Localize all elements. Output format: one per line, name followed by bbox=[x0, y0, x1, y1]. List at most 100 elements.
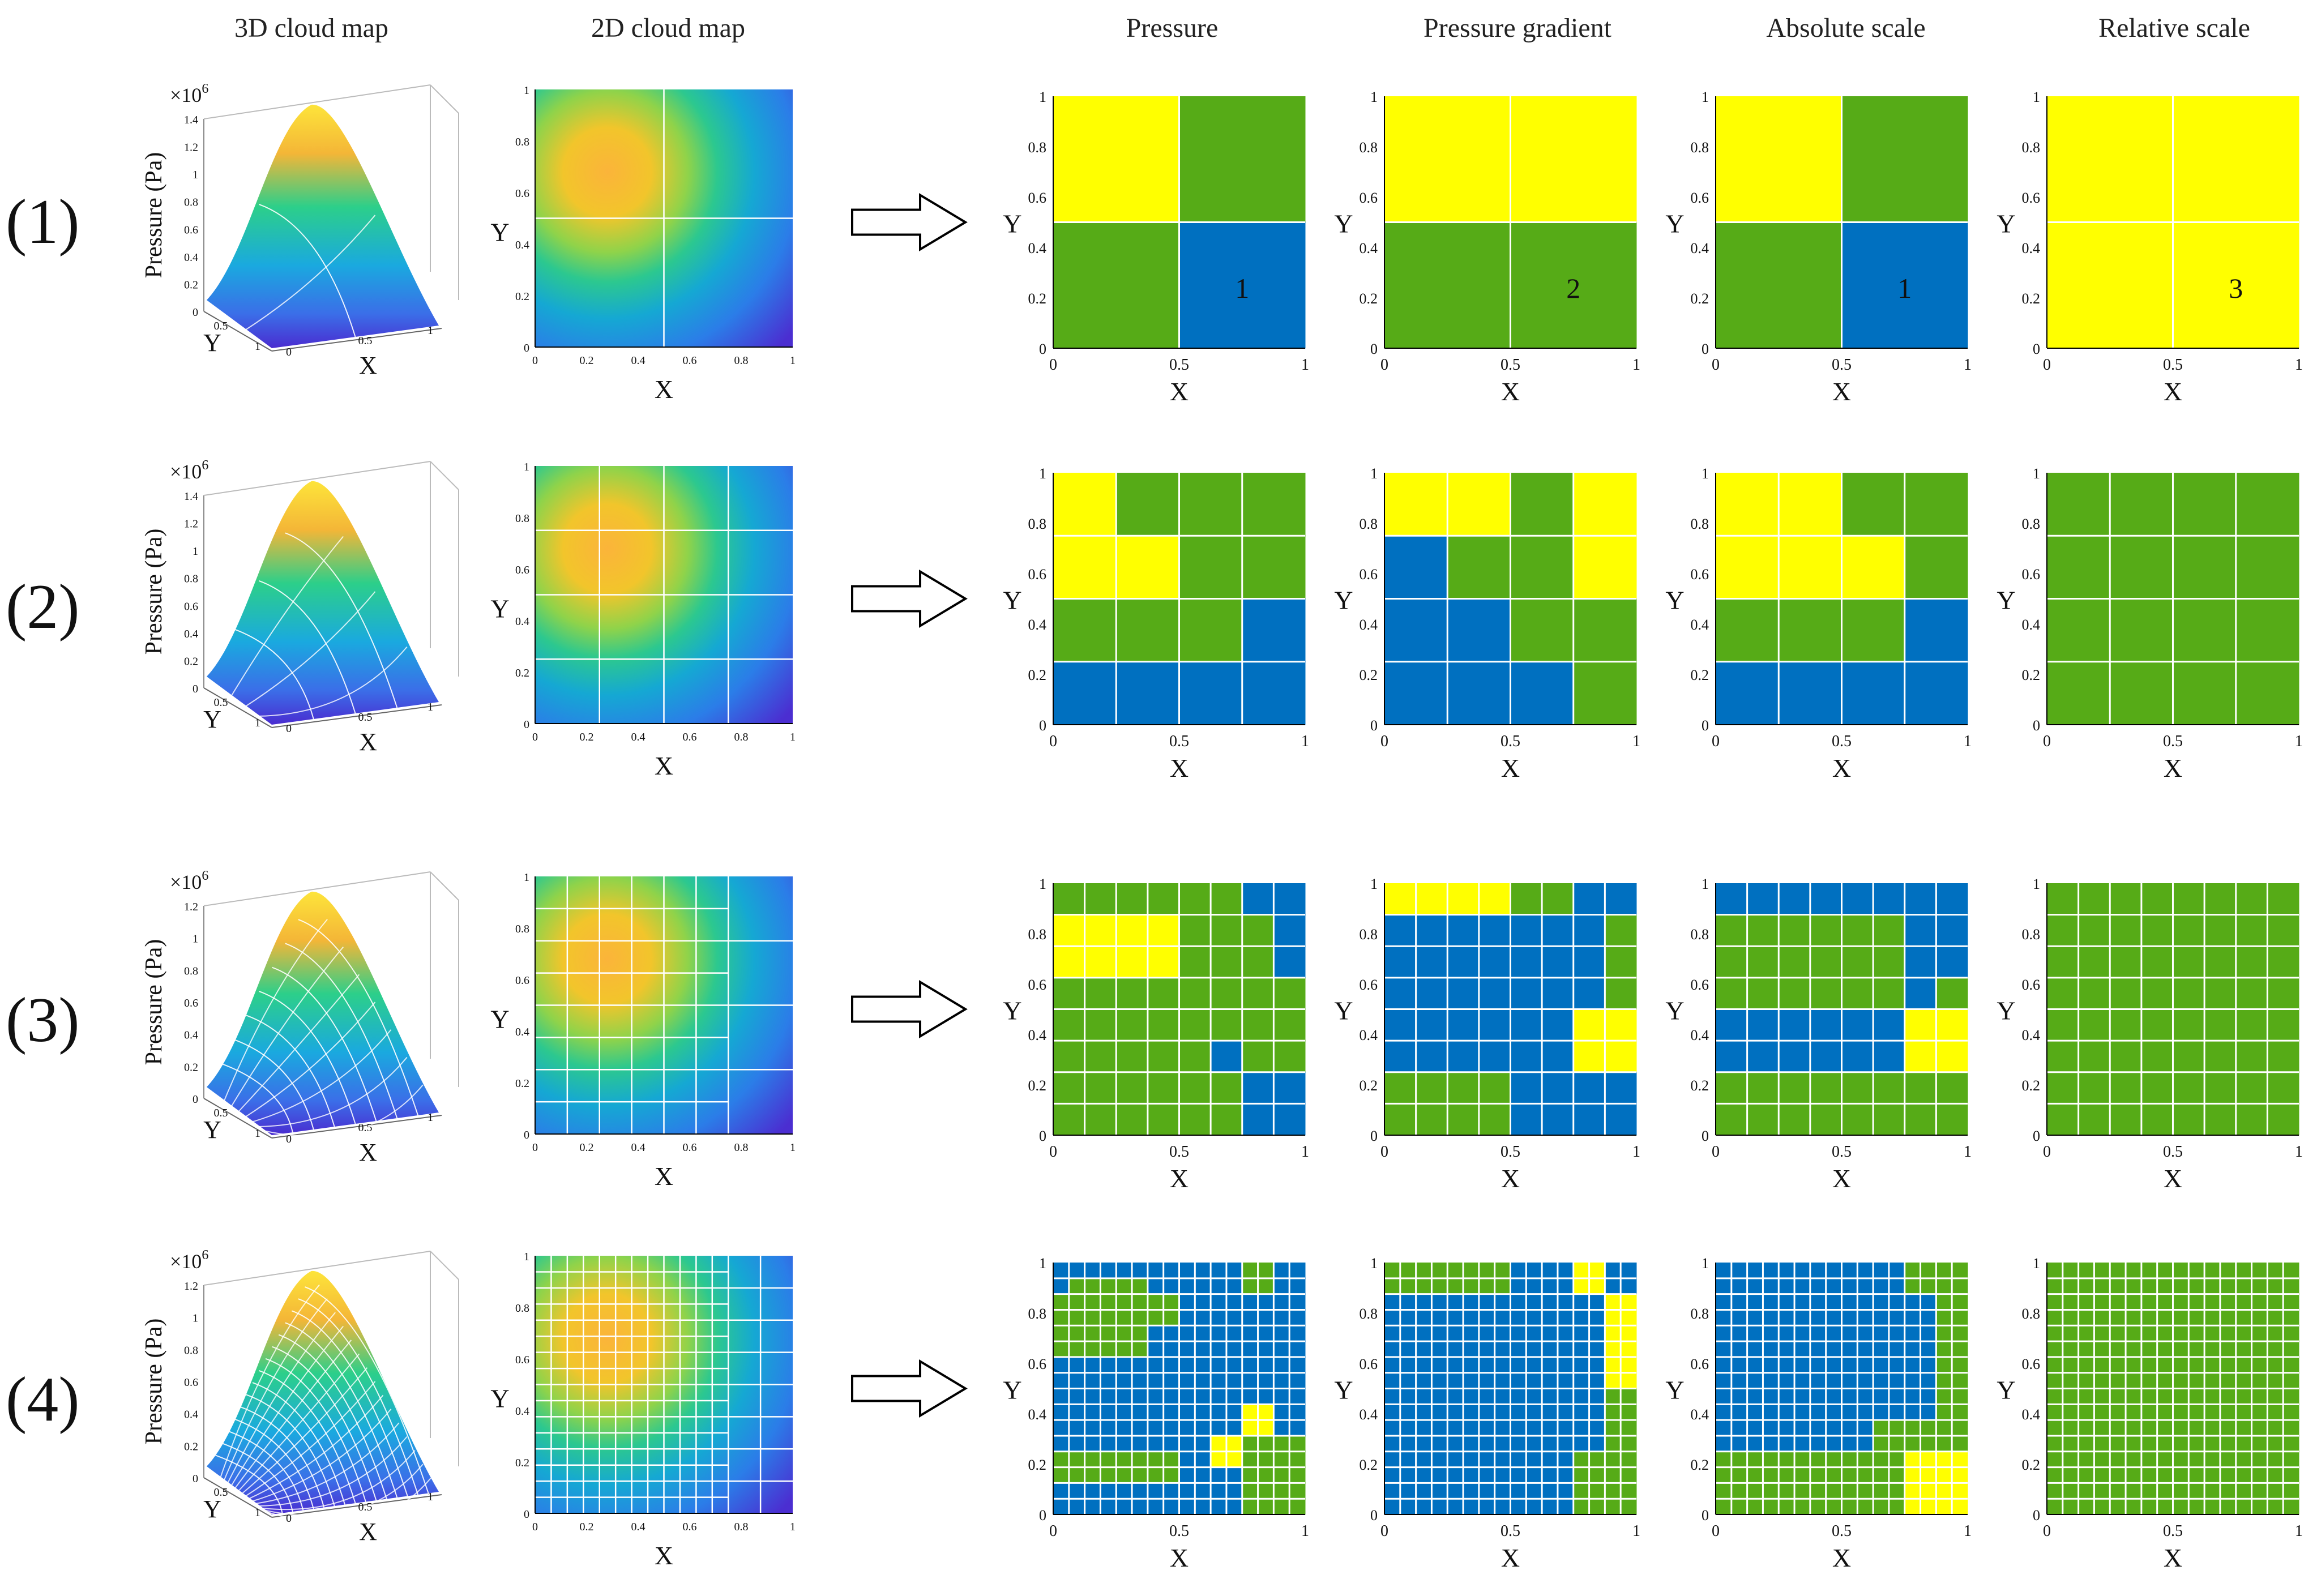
grid-cell bbox=[1605, 1420, 1621, 1436]
y-axis-label: Y bbox=[1665, 209, 1684, 238]
grid-cell bbox=[2173, 1263, 2189, 1279]
grid-cell bbox=[1400, 1310, 1417, 1326]
grid-cell bbox=[2188, 1294, 2205, 1310]
grid-cell bbox=[1463, 1357, 1480, 1373]
row-label-1: (1) bbox=[6, 187, 80, 257]
grid-cell bbox=[1084, 1041, 1117, 1073]
grid-cell bbox=[2078, 1263, 2094, 1279]
grid-cell bbox=[1242, 1435, 1259, 1452]
grid-cell bbox=[1289, 1483, 1306, 1499]
grid-cell bbox=[1447, 1388, 1464, 1405]
grid-cell bbox=[1510, 1325, 1527, 1342]
grid-cell bbox=[2267, 1388, 2284, 1405]
grid-cell bbox=[1542, 1263, 1558, 1279]
grid-cell bbox=[1147, 1103, 1179, 1136]
grid-cell bbox=[2094, 1483, 2110, 1499]
grid-cell bbox=[1100, 1310, 1117, 1326]
grid-cell bbox=[1731, 1483, 1748, 1499]
grid-cell bbox=[1763, 1294, 1779, 1310]
y-tick-label: 0 bbox=[1039, 1507, 1046, 1524]
grid-cell bbox=[1273, 1451, 1290, 1468]
grid-cell bbox=[2047, 536, 2110, 599]
grid-cell bbox=[1920, 1388, 1936, 1405]
grid-cell bbox=[1384, 883, 1417, 915]
grid-cell bbox=[2283, 1372, 2299, 1389]
scale-exponent: 6 bbox=[202, 1248, 208, 1263]
grid-cell bbox=[1273, 883, 1306, 915]
grid-cell bbox=[1573, 1263, 1590, 1279]
grid-cell bbox=[2126, 1310, 2142, 1326]
surface-mesh-line bbox=[218, 1284, 320, 1483]
grid-cell bbox=[1526, 1404, 1542, 1420]
grid-cell bbox=[1147, 1041, 1179, 1073]
grid-cell bbox=[1936, 1294, 1952, 1310]
grid-cell bbox=[1794, 1357, 1811, 1373]
grid-cell bbox=[2235, 1420, 2252, 1436]
grid-cell bbox=[1621, 1404, 1637, 1420]
x-tick-label: 1 bbox=[1964, 356, 1972, 374]
grid-cell bbox=[1952, 1404, 1968, 1420]
grid-cell bbox=[1179, 222, 1306, 349]
grid-cell bbox=[1289, 1451, 1306, 1468]
grid-cell bbox=[1510, 977, 1542, 1009]
grid-cell bbox=[1779, 1451, 1795, 1468]
grid-cell bbox=[1147, 1483, 1164, 1499]
grid-cell bbox=[1888, 1310, 1905, 1326]
grid-cell bbox=[1763, 1372, 1779, 1389]
grid-cell bbox=[1116, 1103, 1148, 1136]
grid-cell bbox=[1116, 536, 1179, 599]
y-tick-label: 0.2 bbox=[515, 290, 529, 303]
grid-cell bbox=[1494, 1451, 1511, 1468]
grid-cell bbox=[2141, 1435, 2158, 1452]
surface-mesh-line bbox=[298, 919, 419, 1116]
grid-cell bbox=[1447, 883, 1480, 915]
surface-mesh-line bbox=[259, 991, 356, 1124]
grid-cell bbox=[1589, 1483, 1605, 1499]
grid-cell bbox=[1211, 1041, 1243, 1073]
grid-cell bbox=[2126, 1357, 2142, 1373]
grid-cell bbox=[2235, 946, 2268, 978]
x-tick-label: 1 bbox=[428, 701, 433, 713]
grid-cell bbox=[2078, 883, 2110, 915]
arrows bbox=[851, 192, 968, 1418]
y-tick-label: 0.4 bbox=[1691, 1027, 1709, 1043]
surface-mesh-line bbox=[257, 1056, 408, 1127]
grid-cell bbox=[1053, 1072, 1085, 1104]
grid-cell bbox=[1589, 1341, 1605, 1358]
grid-cell bbox=[1794, 1294, 1811, 1310]
x-tick-label: 0.6 bbox=[683, 354, 697, 367]
grid-cell bbox=[1526, 1499, 1542, 1515]
y-tick-label: 0 bbox=[1370, 717, 1378, 734]
grid-cell bbox=[1841, 1451, 1858, 1468]
grid-cell bbox=[1779, 1357, 1795, 1373]
grid-cell bbox=[1605, 1483, 1621, 1499]
grid-cell bbox=[1873, 1310, 1889, 1326]
grid-cell bbox=[1841, 1263, 1858, 1279]
surface-mesh-line bbox=[305, 1286, 429, 1494]
z-tick-label: 1 bbox=[193, 169, 198, 181]
grid-cell bbox=[1053, 1372, 1070, 1389]
grid-cell bbox=[1952, 1294, 1968, 1310]
grid-cell bbox=[2157, 1278, 2173, 1295]
grid-cell bbox=[1794, 1420, 1811, 1436]
grid-cell bbox=[2220, 1483, 2237, 1499]
surface-mesh-line bbox=[219, 1062, 293, 1133]
grid-cell bbox=[1211, 1103, 1243, 1136]
grid-cell bbox=[1510, 914, 1542, 947]
grid-cell bbox=[1147, 1499, 1164, 1515]
grid-cell bbox=[1952, 1341, 1968, 1358]
x-tick-label: 0.8 bbox=[734, 1141, 749, 1154]
grid-cell bbox=[2267, 1103, 2299, 1136]
box-edge bbox=[430, 1251, 459, 1280]
grid-cell bbox=[1100, 1483, 1117, 1499]
grid-cell bbox=[1053, 1451, 1070, 1468]
grid-cell bbox=[2094, 1499, 2110, 1515]
grid-cell bbox=[2141, 1420, 2158, 1436]
grid-cell bbox=[1053, 977, 1085, 1009]
header-pressure: Pressure bbox=[1126, 13, 1219, 43]
x-tick-label: 1 bbox=[790, 354, 796, 367]
grid-cell bbox=[1273, 1072, 1306, 1104]
grid-cell bbox=[1447, 1451, 1464, 1468]
grid-cell bbox=[2204, 977, 2237, 1009]
surface-mesh-line bbox=[221, 919, 328, 1106]
